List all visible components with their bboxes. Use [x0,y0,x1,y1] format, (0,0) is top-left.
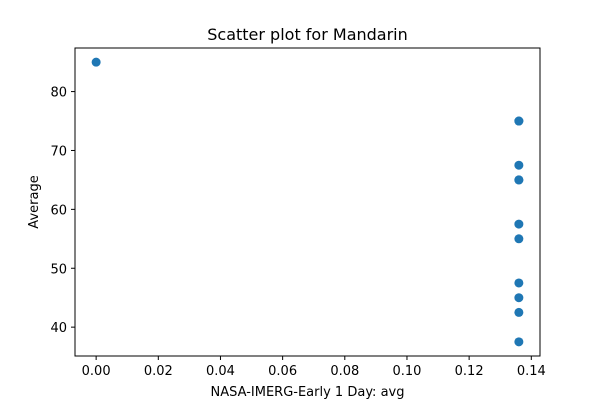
x-tick-label: 0.04 [206,364,235,379]
data-point [514,278,524,288]
y-tick-label: 70 [50,144,67,159]
data-point [514,175,524,185]
data-point [514,219,524,229]
x-axis: 0.00 0.02 0.04 0.06 0.08 0.10 0.12 0.14 [82,356,546,379]
x-tick-label: 0.06 [268,364,297,379]
x-axis-label: NASA-IMERG-Early 1 Day: avg [211,385,405,400]
x-tick-label: 0.00 [82,364,111,379]
plot-frame [74,47,541,357]
chart-title: Scatter plot for Mandarin [207,25,408,44]
y-axis: 40 50 60 70 80 [50,86,75,336]
y-tick-label: 50 [50,262,67,277]
data-point [514,116,524,126]
y-tick-label: 40 [50,321,67,336]
x-tick-label: 0.12 [455,364,484,379]
data-point [514,293,524,303]
data-point [514,307,524,317]
plot-area [91,57,524,347]
data-point [514,337,524,347]
x-tick-label: 0.14 [517,364,546,379]
y-tick-label: 80 [50,86,67,101]
x-tick-label: 0.02 [144,364,173,379]
y-axis-label: Average [27,175,42,228]
data-point [91,57,101,67]
y-tick-label: 60 [50,203,67,218]
data-point [514,160,524,170]
data-point [514,234,524,244]
x-tick-label: 0.10 [392,364,421,379]
x-tick-label: 0.08 [330,364,359,379]
